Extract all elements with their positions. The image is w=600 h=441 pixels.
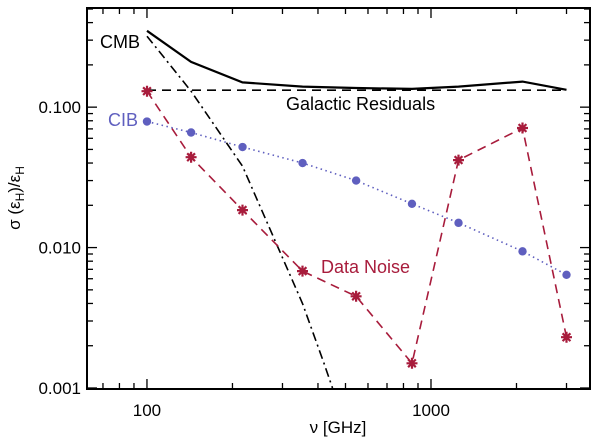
- data-noise-point-1: [185, 151, 197, 163]
- plot-frame: [86, 7, 591, 390]
- x-axis-title: ν [GHz]: [310, 418, 367, 437]
- y-tick-label-0.001: 0.001: [38, 379, 81, 398]
- data-noise-point-0: [141, 85, 153, 97]
- cmb-dash-dot-line: [146, 35, 334, 389]
- cib-point-5: [407, 199, 417, 208]
- cib-point-1: [186, 128, 196, 137]
- cib-point-3: [298, 158, 307, 168]
- tick-layer: 100 1000 0.001 0.010 0.100: [38, 8, 589, 420]
- data-noise-point-4: [350, 290, 362, 302]
- cib-point-2: [238, 142, 247, 152]
- data-noise-point-8: [561, 331, 572, 343]
- cib-point-0: [142, 117, 152, 126]
- data-noise-point-7: [517, 122, 528, 134]
- data-noise-point-3: [297, 265, 308, 277]
- cmb-series-label: CMB: [100, 32, 140, 52]
- cib-point-6: [454, 218, 463, 228]
- y-tick-label-0.100: 0.100: [38, 98, 81, 117]
- data-noise-point-6: [453, 154, 464, 166]
- cib-point-8: [562, 270, 571, 279]
- x-tick-label-100: 100: [133, 401, 161, 420]
- cib-point-7: [518, 247, 527, 256]
- data-noise-point-2: [237, 204, 248, 216]
- y-tick-label-0.010: 0.010: [38, 239, 81, 258]
- cmb-line: [146, 29, 567, 91]
- cib-series-label: CIB: [108, 110, 138, 130]
- data-noise-point-5: [406, 357, 418, 369]
- series-layer: [141, 29, 572, 389]
- data-noise-line: [146, 90, 568, 366]
- cib-line: [146, 120, 567, 276]
- cib-point-4: [351, 176, 361, 185]
- y-axis-title: σ (εH)/εH: [5, 166, 27, 230]
- data-noise-series-label: Data Noise: [321, 257, 410, 277]
- y-axis-title-group: σ (εH)/εH: [5, 166, 27, 230]
- galactic-residuals-label: Galactic Residuals: [286, 94, 435, 114]
- x-tick-label-1000: 1000: [412, 401, 450, 420]
